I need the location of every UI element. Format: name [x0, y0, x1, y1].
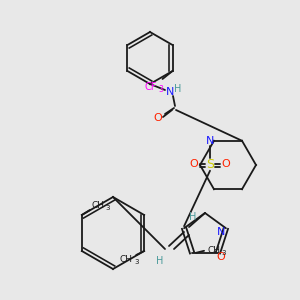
Text: H: H — [156, 256, 164, 266]
Text: 3: 3 — [106, 205, 110, 211]
Text: CH: CH — [208, 246, 220, 255]
Text: 3: 3 — [134, 259, 138, 265]
Text: O: O — [190, 159, 198, 169]
Text: H: H — [174, 84, 182, 94]
Text: O: O — [217, 252, 225, 262]
Text: 3: 3 — [158, 85, 163, 94]
Text: S: S — [206, 158, 214, 171]
Text: CH: CH — [120, 254, 133, 263]
Text: N: N — [206, 136, 214, 146]
Text: CH: CH — [91, 200, 104, 209]
Text: O: O — [222, 159, 230, 169]
Text: O: O — [154, 113, 162, 123]
Text: N: N — [166, 87, 174, 97]
Text: CF: CF — [144, 82, 157, 92]
Text: H: H — [189, 212, 197, 222]
Text: N: N — [217, 227, 225, 237]
Text: 3: 3 — [222, 250, 226, 256]
